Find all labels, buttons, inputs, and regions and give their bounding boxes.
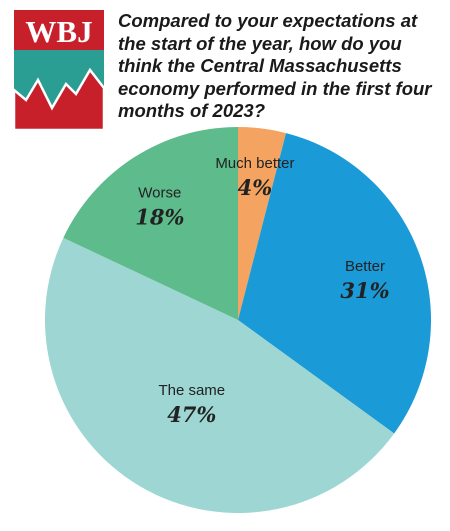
slice-value-better: 31%	[340, 278, 389, 303]
pie-labels: Much better 4% Better 31% The same 47% Worse 18…	[135, 155, 389, 427]
pie-slice-worse	[63, 127, 238, 320]
logo-line-chart-icon	[14, 67, 104, 130]
slice-label-worse: Worse	[138, 185, 181, 202]
slice-label-much-better: Much better	[215, 155, 294, 172]
slice-label-better: Better	[345, 258, 385, 275]
pie-slices	[45, 127, 431, 513]
slice-value-much-better: 4%	[238, 175, 273, 200]
survey-question: Compared to your expectations at the sta…	[118, 10, 432, 121]
pie-slice-better	[238, 133, 431, 434]
slice-label-the-same: The same	[158, 382, 225, 399]
pie-slice-the-same	[45, 237, 395, 513]
logo-text: WBJ	[25, 14, 92, 49]
slice-value-worse: 18%	[135, 205, 184, 230]
wbj-logo: WBJ	[14, 10, 104, 130]
pie-slice-much-better	[238, 127, 286, 320]
slice-value-the-same: 47%	[167, 402, 216, 427]
